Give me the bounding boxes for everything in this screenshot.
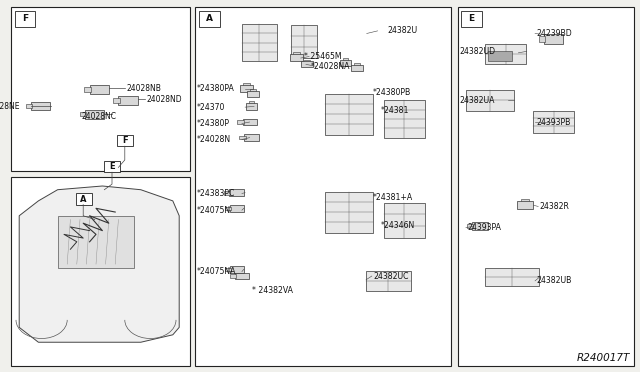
Text: 24382U: 24382U (387, 26, 417, 35)
Bar (58, 216, 134, 268)
Bar (31, 102, 50, 110)
Bar (80, 112, 86, 116)
Bar (485, 268, 540, 286)
Bar (247, 91, 259, 97)
Bar (290, 54, 303, 61)
Bar (521, 199, 529, 201)
Text: F: F (22, 15, 28, 23)
Bar (90, 85, 109, 94)
Bar (351, 65, 363, 71)
Bar (237, 120, 244, 124)
Text: R240017T: R240017T (577, 353, 630, 363)
Bar (305, 60, 310, 61)
Bar (117, 135, 133, 146)
Bar (85, 110, 104, 119)
Text: *24380P: *24380P (197, 119, 230, 128)
Text: 24239BD: 24239BD (536, 29, 572, 38)
Bar (224, 191, 230, 195)
Bar (11, 7, 190, 171)
Text: *24028NA: *24028NA (310, 62, 350, 71)
Text: *24075NA: *24075NA (197, 267, 237, 276)
Text: *24370: *24370 (197, 103, 225, 112)
Bar (343, 58, 349, 60)
Bar (199, 11, 220, 27)
Bar (225, 206, 231, 210)
Bar (225, 268, 231, 271)
Bar (544, 34, 563, 44)
Text: 24028ND: 24028ND (147, 95, 182, 104)
Bar (384, 100, 426, 138)
Text: 24382R: 24382R (540, 202, 570, 211)
Bar (488, 51, 512, 61)
Text: E: E (468, 15, 475, 23)
Bar (26, 104, 32, 108)
Bar (301, 61, 313, 67)
Bar (243, 83, 250, 85)
Text: 24382UB: 24382UB (536, 276, 572, 285)
Bar (325, 94, 373, 135)
Bar (467, 224, 474, 228)
Text: *24381+A: *24381+A (373, 193, 413, 202)
Polygon shape (19, 186, 179, 342)
Bar (240, 85, 253, 92)
Text: E: E (109, 162, 115, 171)
Bar (113, 98, 120, 103)
Bar (244, 134, 259, 141)
Bar (230, 205, 244, 212)
Bar (84, 87, 91, 92)
Text: *24075N: *24075N (197, 206, 231, 215)
Text: 24382UD: 24382UD (460, 47, 495, 56)
Bar (466, 90, 514, 111)
Bar (76, 193, 92, 205)
Text: *24383PC: *24383PC (197, 189, 236, 198)
Bar (195, 7, 451, 366)
Text: F: F (122, 136, 127, 145)
Bar (239, 136, 246, 139)
Text: 24393PA: 24393PA (467, 223, 501, 232)
Bar (539, 36, 545, 42)
Bar (485, 44, 527, 64)
Text: * 25465M: * 25465M (304, 52, 342, 61)
Bar (291, 25, 317, 58)
Text: 24382UA: 24382UA (460, 96, 495, 105)
Text: 24393PB: 24393PB (536, 118, 571, 126)
Bar (229, 189, 244, 196)
Bar (293, 52, 300, 54)
Bar (517, 201, 532, 209)
Text: *24380PB: *24380PB (373, 88, 412, 97)
Bar (243, 119, 257, 125)
Bar (11, 177, 190, 366)
Text: A: A (206, 15, 212, 23)
Text: *24381: *24381 (381, 106, 410, 115)
Text: 24028NB: 24028NB (126, 84, 161, 93)
Bar (242, 24, 277, 61)
Bar (235, 273, 249, 279)
Bar (249, 101, 255, 103)
Bar (325, 192, 373, 232)
Bar (532, 111, 574, 133)
Bar (250, 89, 256, 91)
Bar (355, 63, 360, 65)
Bar (384, 202, 426, 238)
Bar (104, 161, 120, 172)
Text: 24382UC: 24382UC (373, 272, 408, 280)
Bar (461, 11, 482, 27)
Text: 24028NC: 24028NC (81, 112, 116, 121)
Bar (340, 60, 351, 66)
Bar (458, 7, 634, 366)
Text: *24380PA: *24380PA (197, 84, 235, 93)
Bar (366, 271, 411, 291)
Bar (118, 96, 138, 105)
Text: 24028NE: 24028NE (0, 102, 20, 110)
Text: *24346N: *24346N (381, 221, 415, 230)
Bar (472, 222, 488, 230)
Text: A: A (80, 195, 86, 203)
Bar (230, 266, 244, 273)
Bar (230, 275, 236, 278)
Bar (246, 103, 257, 110)
Bar (15, 11, 35, 27)
Text: *24028N: *24028N (197, 135, 231, 144)
Text: * 24382VA: * 24382VA (252, 286, 292, 295)
